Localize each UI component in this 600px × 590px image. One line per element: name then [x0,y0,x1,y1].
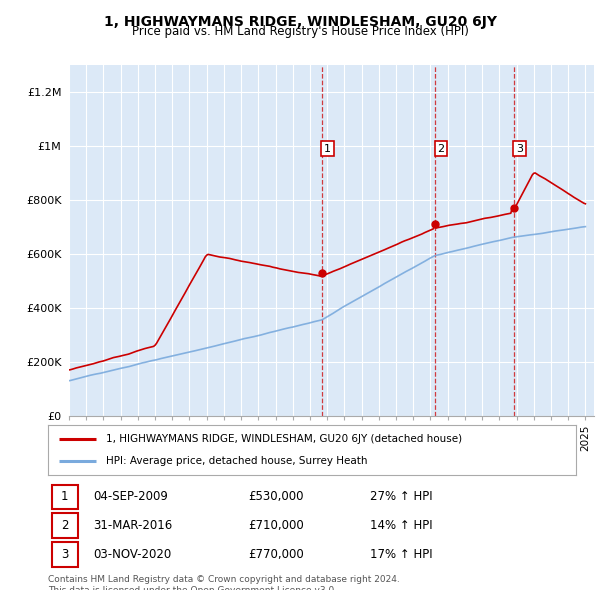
Text: 2: 2 [437,143,445,153]
Text: £710,000: £710,000 [248,519,304,532]
Text: 3: 3 [516,143,523,153]
Text: Contains HM Land Registry data © Crown copyright and database right 2024.
This d: Contains HM Land Registry data © Crown c… [48,575,400,590]
Text: £770,000: £770,000 [248,548,304,561]
Text: 2: 2 [61,519,68,532]
Text: Price paid vs. HM Land Registry's House Price Index (HPI): Price paid vs. HM Land Registry's House … [131,25,469,38]
Text: HPI: Average price, detached house, Surrey Heath: HPI: Average price, detached house, Surr… [106,456,368,466]
FancyBboxPatch shape [52,484,77,509]
FancyBboxPatch shape [52,542,77,567]
Text: 27% ↑ HPI: 27% ↑ HPI [370,490,433,503]
Text: 31-MAR-2016: 31-MAR-2016 [93,519,172,532]
Text: £530,000: £530,000 [248,490,304,503]
Text: 1: 1 [61,490,68,503]
Text: 04-SEP-2009: 04-SEP-2009 [93,490,168,503]
Text: 17% ↑ HPI: 17% ↑ HPI [370,548,433,561]
Text: 03-NOV-2020: 03-NOV-2020 [93,548,171,561]
FancyBboxPatch shape [52,513,77,538]
Text: 1, HIGHWAYMANS RIDGE, WINDLESHAM, GU20 6JY: 1, HIGHWAYMANS RIDGE, WINDLESHAM, GU20 6… [104,15,497,29]
Text: 1, HIGHWAYMANS RIDGE, WINDLESHAM, GU20 6JY (detached house): 1, HIGHWAYMANS RIDGE, WINDLESHAM, GU20 6… [106,434,462,444]
Text: 14% ↑ HPI: 14% ↑ HPI [370,519,433,532]
Text: 3: 3 [61,548,68,561]
Text: 1: 1 [324,143,331,153]
